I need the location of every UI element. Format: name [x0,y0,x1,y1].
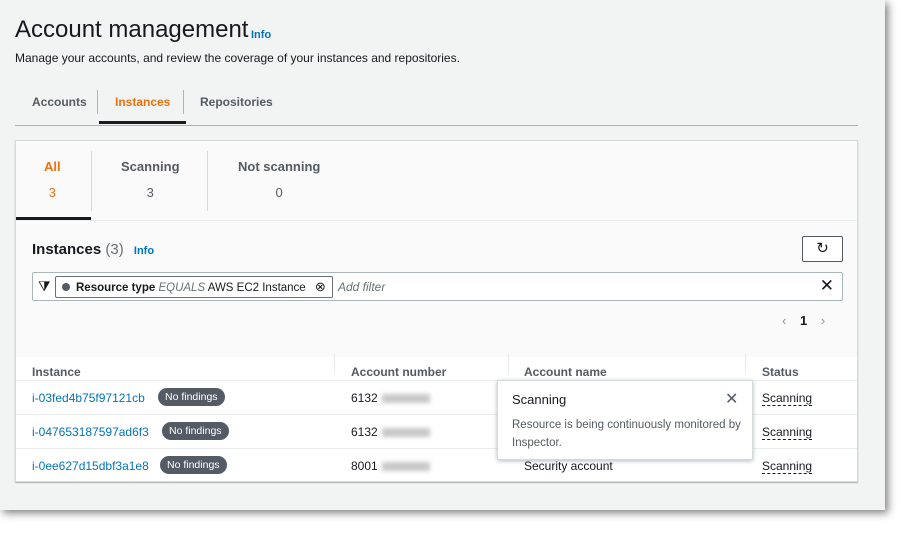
account-number: 6132 [351,425,430,439]
divider [207,151,208,211]
tab-bar: Accounts Instances Repositories [15,86,858,126]
account-number-text: 8001 [351,459,378,473]
counter-label: All [44,159,61,174]
tab-instances[interactable]: Instances [99,86,187,124]
account-number-text: 6132 [351,425,378,439]
table-row: i-0ee627d15dbf3a1e8 No findings 8001 Sec… [16,448,857,482]
column-header-status[interactable]: Status [762,365,799,379]
findings-badge: No findings [162,422,229,440]
info-link[interactable]: Info [251,29,272,41]
findings-badge: No findings [160,456,227,474]
page: Account management Info Manage your acco… [0,0,885,510]
page-description: Manage your accounts, and review the cov… [15,51,460,65]
add-filter-input[interactable]: Add filter [338,280,386,294]
counter-all[interactable]: All 3 [44,159,61,200]
dot-icon [62,283,70,291]
table-row: i-03fed4b75f97121cb No findings 6132 Sca… [16,380,857,414]
filter-token: Resource type EQUALS AWS EC2 Instance ⊗ [55,276,333,298]
page-title: Account management [15,16,249,43]
status-popover: Scanning ✕ Resource is being continuousl… [497,380,753,460]
account-number: 8001 [351,459,430,473]
counter-label: Not scanning [238,159,321,174]
tab-repositories[interactable]: Repositories [200,95,273,109]
account-number: 6132 [351,391,430,405]
instances-count: (3) [105,241,124,258]
divider [334,354,335,374]
filter-icon: ⧩ [38,278,51,294]
tab-accounts[interactable]: Accounts [32,95,87,109]
next-page-icon[interactable]: › [820,313,826,328]
counter-value: 0 [275,185,283,200]
remove-token-icon[interactable]: ⊗ [314,279,326,294]
refresh-icon: ↻ [816,240,829,257]
popover-title: Scanning [512,392,567,407]
clear-filter-icon[interactable]: ✕ [819,276,834,295]
prev-page-icon[interactable]: ‹ [782,313,787,328]
status-link[interactable]: Scanning [762,391,813,406]
findings-badge: No findings [158,388,225,406]
filter-value: AWS EC2 Instance [207,282,306,294]
counter-value: 3 [146,185,154,200]
instance-link[interactable]: i-03fed4b75f97121cb [32,391,145,405]
redacted [381,462,430,472]
status-counters: All 3 Scanning 3 Not scanning 0 [16,141,857,221]
divider [97,90,98,114]
instances-title: Instances (3) Info [32,241,154,258]
counter-scanning[interactable]: Scanning 3 [121,159,180,200]
divider [91,151,92,211]
filter-operator: EQUALS [158,282,206,294]
divider [745,354,746,374]
status-link[interactable]: Scanning [762,459,813,474]
instances-panel: All 3 Scanning 3 Not scanning 0 Instances (… [15,140,858,482]
info-link[interactable]: Info [133,245,155,257]
counter-value: 3 [48,185,56,200]
divider [183,90,184,114]
column-header-account-name[interactable]: Account name [524,365,607,379]
close-icon[interactable]: ✕ [725,391,739,408]
counter-not-scanning[interactable]: Not scanning 0 [238,159,320,200]
refresh-button[interactable]: ↻ [802,236,843,262]
status-link[interactable]: Scanning [762,425,813,440]
column-header-account-number[interactable]: Account number [351,365,447,379]
divider [508,354,509,374]
filter-bar[interactable]: ⧩ Resource type EQUALS AWS EC2 Instance … [32,272,843,301]
filter-property: Resource type [76,282,156,294]
redacted [381,428,430,438]
counter-label: Scanning [121,159,180,174]
instance-link[interactable]: i-047653187597ad6f3 [32,425,149,439]
account-name: Security account [524,459,613,473]
account-number-text: 6132 [351,391,378,405]
page-number[interactable]: 1 [799,313,808,328]
pagination: ‹ 1 › [782,313,842,328]
active-indicator [16,217,91,220]
column-header-instance[interactable]: Instance [32,365,81,379]
instance-link[interactable]: i-0ee627d15dbf3a1e8 [32,459,149,473]
redacted [381,394,430,404]
title-text: Instances [32,241,102,258]
table-row: i-047653187597ad6f3 No findings 6132 Sca… [16,414,857,448]
popover-body: Resource is being continuously monitored… [512,419,741,449]
